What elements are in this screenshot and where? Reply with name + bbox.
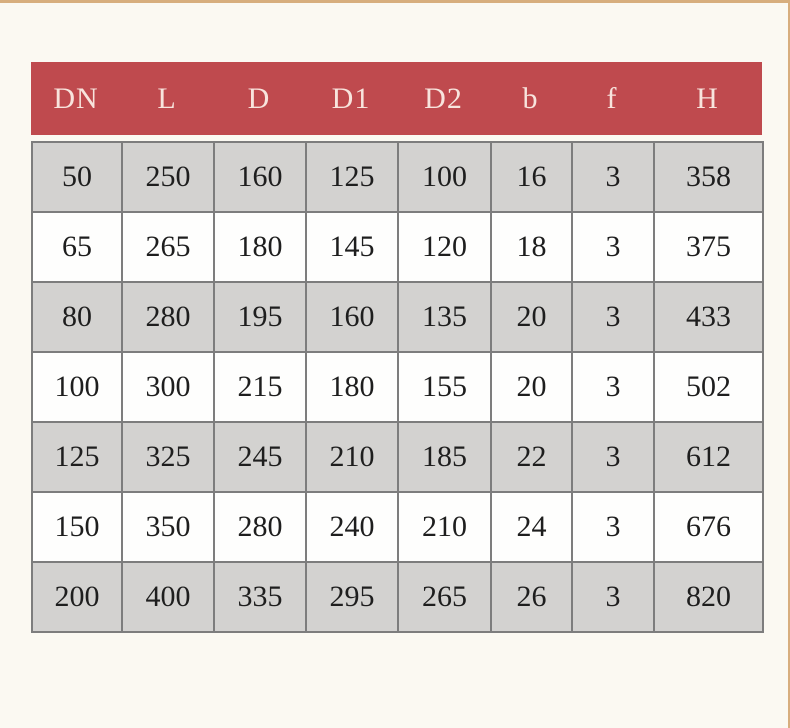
table-cell: 3 (571, 421, 655, 493)
table-cell: 200 (31, 561, 123, 633)
table-row: 150 350 280 240 210 24 3 676 (31, 491, 764, 563)
table-cell: 155 (397, 351, 492, 423)
table-row: 65 265 180 145 120 18 3 375 (31, 211, 764, 283)
table-cell: 215 (213, 351, 307, 423)
table-cell: 80 (31, 281, 123, 353)
table-cell: 820 (653, 561, 764, 633)
table-cell: 400 (121, 561, 215, 633)
table-cell: 24 (490, 491, 573, 563)
table-header-row: DN L D D1 D2 b f H (31, 62, 762, 135)
top-border-strip (0, 0, 790, 3)
table-cell: 50 (31, 141, 123, 213)
column-header: f (606, 81, 618, 115)
table-cell: 335 (213, 561, 307, 633)
table-cell: 612 (653, 421, 764, 493)
table-cell: 3 (571, 281, 655, 353)
table-cell: 3 (571, 561, 655, 633)
table-body: 50 250 160 125 100 16 3 358 65 265 180 145 120 18 3 375… (31, 141, 764, 633)
table-cell: 265 (121, 211, 215, 283)
table-row: 125 325 245 210 185 22 3 612 (31, 421, 764, 493)
table-cell: 280 (121, 281, 215, 353)
table-cell: 18 (490, 211, 573, 283)
column-header: D1 (331, 81, 371, 115)
table-cell: 295 (305, 561, 399, 633)
table-cell: 160 (305, 281, 399, 353)
right-border-strip (788, 0, 790, 728)
table-cell: 245 (213, 421, 307, 493)
table-cell: 280 (213, 491, 307, 563)
table-row: 50 250 160 125 100 16 3 358 (31, 141, 764, 213)
table-cell: 210 (305, 421, 399, 493)
table-cell: 240 (305, 491, 399, 563)
table-cell: 125 (305, 141, 399, 213)
column-header: D2 (424, 81, 463, 115)
table-cell: 145 (305, 211, 399, 283)
table-cell: 180 (213, 211, 307, 283)
table-cell: 100 (31, 351, 123, 423)
table-cell: 125 (31, 421, 123, 493)
table-cell: 375 (653, 211, 764, 283)
table-cell: 676 (653, 491, 764, 563)
column-header: H (696, 81, 719, 115)
table-cell: 250 (121, 141, 215, 213)
table-cell: 3 (571, 141, 655, 213)
table-cell: 135 (397, 281, 492, 353)
table-cell: 180 (305, 351, 399, 423)
table-cell: 300 (121, 351, 215, 423)
table-cell: 20 (490, 281, 573, 353)
table-cell: 325 (121, 421, 215, 493)
table-cell: 358 (653, 141, 764, 213)
table-cell: 26 (490, 561, 573, 633)
table-cell: 120 (397, 211, 492, 283)
table-row: 100 300 215 180 155 20 3 502 (31, 351, 764, 423)
table-row: 80 280 195 160 135 20 3 433 (31, 281, 764, 353)
table-cell: 350 (121, 491, 215, 563)
table-cell: 3 (571, 351, 655, 423)
dimension-table: DN L D D1 D2 b f H 50 250 160 125 100 16 3 358 65 265 180… (31, 62, 764, 633)
table-cell: 433 (653, 281, 764, 353)
table-cell: 20 (490, 351, 573, 423)
table-row: 200 400 335 295 265 26 3 820 (31, 561, 764, 633)
table-cell: 16 (490, 141, 573, 213)
table-cell: 100 (397, 141, 492, 213)
table-cell: 502 (653, 351, 764, 423)
table-cell: 195 (213, 281, 307, 353)
table-grid: 50 250 160 125 100 16 3 358 65 265 180 145 120 18 3 375… (31, 141, 764, 633)
column-header: b (522, 81, 539, 115)
column-header: D (247, 81, 271, 115)
table-cell: 65 (31, 211, 123, 283)
table-cell: 22 (490, 421, 573, 493)
table-cell: 150 (31, 491, 123, 563)
table-cell: 185 (397, 421, 492, 493)
column-header: L (157, 81, 177, 115)
column-header: DN (53, 81, 99, 115)
table-cell: 3 (571, 211, 655, 283)
table-cell: 210 (397, 491, 492, 563)
table-cell: 160 (213, 141, 307, 213)
table-cell: 265 (397, 561, 492, 633)
table-cell: 3 (571, 491, 655, 563)
